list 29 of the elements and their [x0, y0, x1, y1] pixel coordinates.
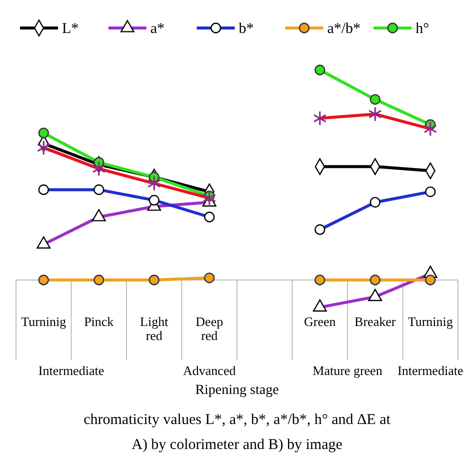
x-axis-title: Ripening stage	[195, 383, 279, 398]
point	[204, 272, 215, 284]
x-tick-label: Deep red	[196, 314, 224, 343]
legend-label: b*	[238, 21, 254, 37]
point	[38, 128, 49, 138]
x-tick-label: Green	[304, 314, 336, 329]
legend-label: L*	[62, 21, 79, 37]
point	[38, 274, 49, 286]
text: Intermediate	[398, 363, 464, 378]
x-tick-label: Turninig	[21, 314, 67, 329]
text: Intermediate	[38, 363, 104, 378]
text: chromaticity values L*, a*, b*, a*/b*, h° and ΔE at	[84, 412, 392, 428]
x-tick-label: Breaker	[354, 314, 396, 329]
point	[314, 64, 326, 76]
point	[314, 274, 326, 286]
text: Advanced	[183, 363, 236, 378]
point	[94, 274, 104, 286]
x-tick-label: Pinck	[84, 314, 114, 329]
x-tick-label: Turninig	[408, 314, 454, 329]
point	[425, 274, 436, 286]
x-tick-label: Light red	[140, 314, 169, 343]
text: A) by colorimeter and B) by image	[132, 437, 343, 453]
point	[370, 274, 380, 286]
legend-label: h°	[416, 21, 430, 37]
point	[148, 274, 160, 286]
legend-label: a*/b*	[327, 21, 361, 37]
text: Mature green	[312, 363, 383, 378]
legend-label: a*	[150, 21, 165, 37]
point	[370, 94, 380, 105]
